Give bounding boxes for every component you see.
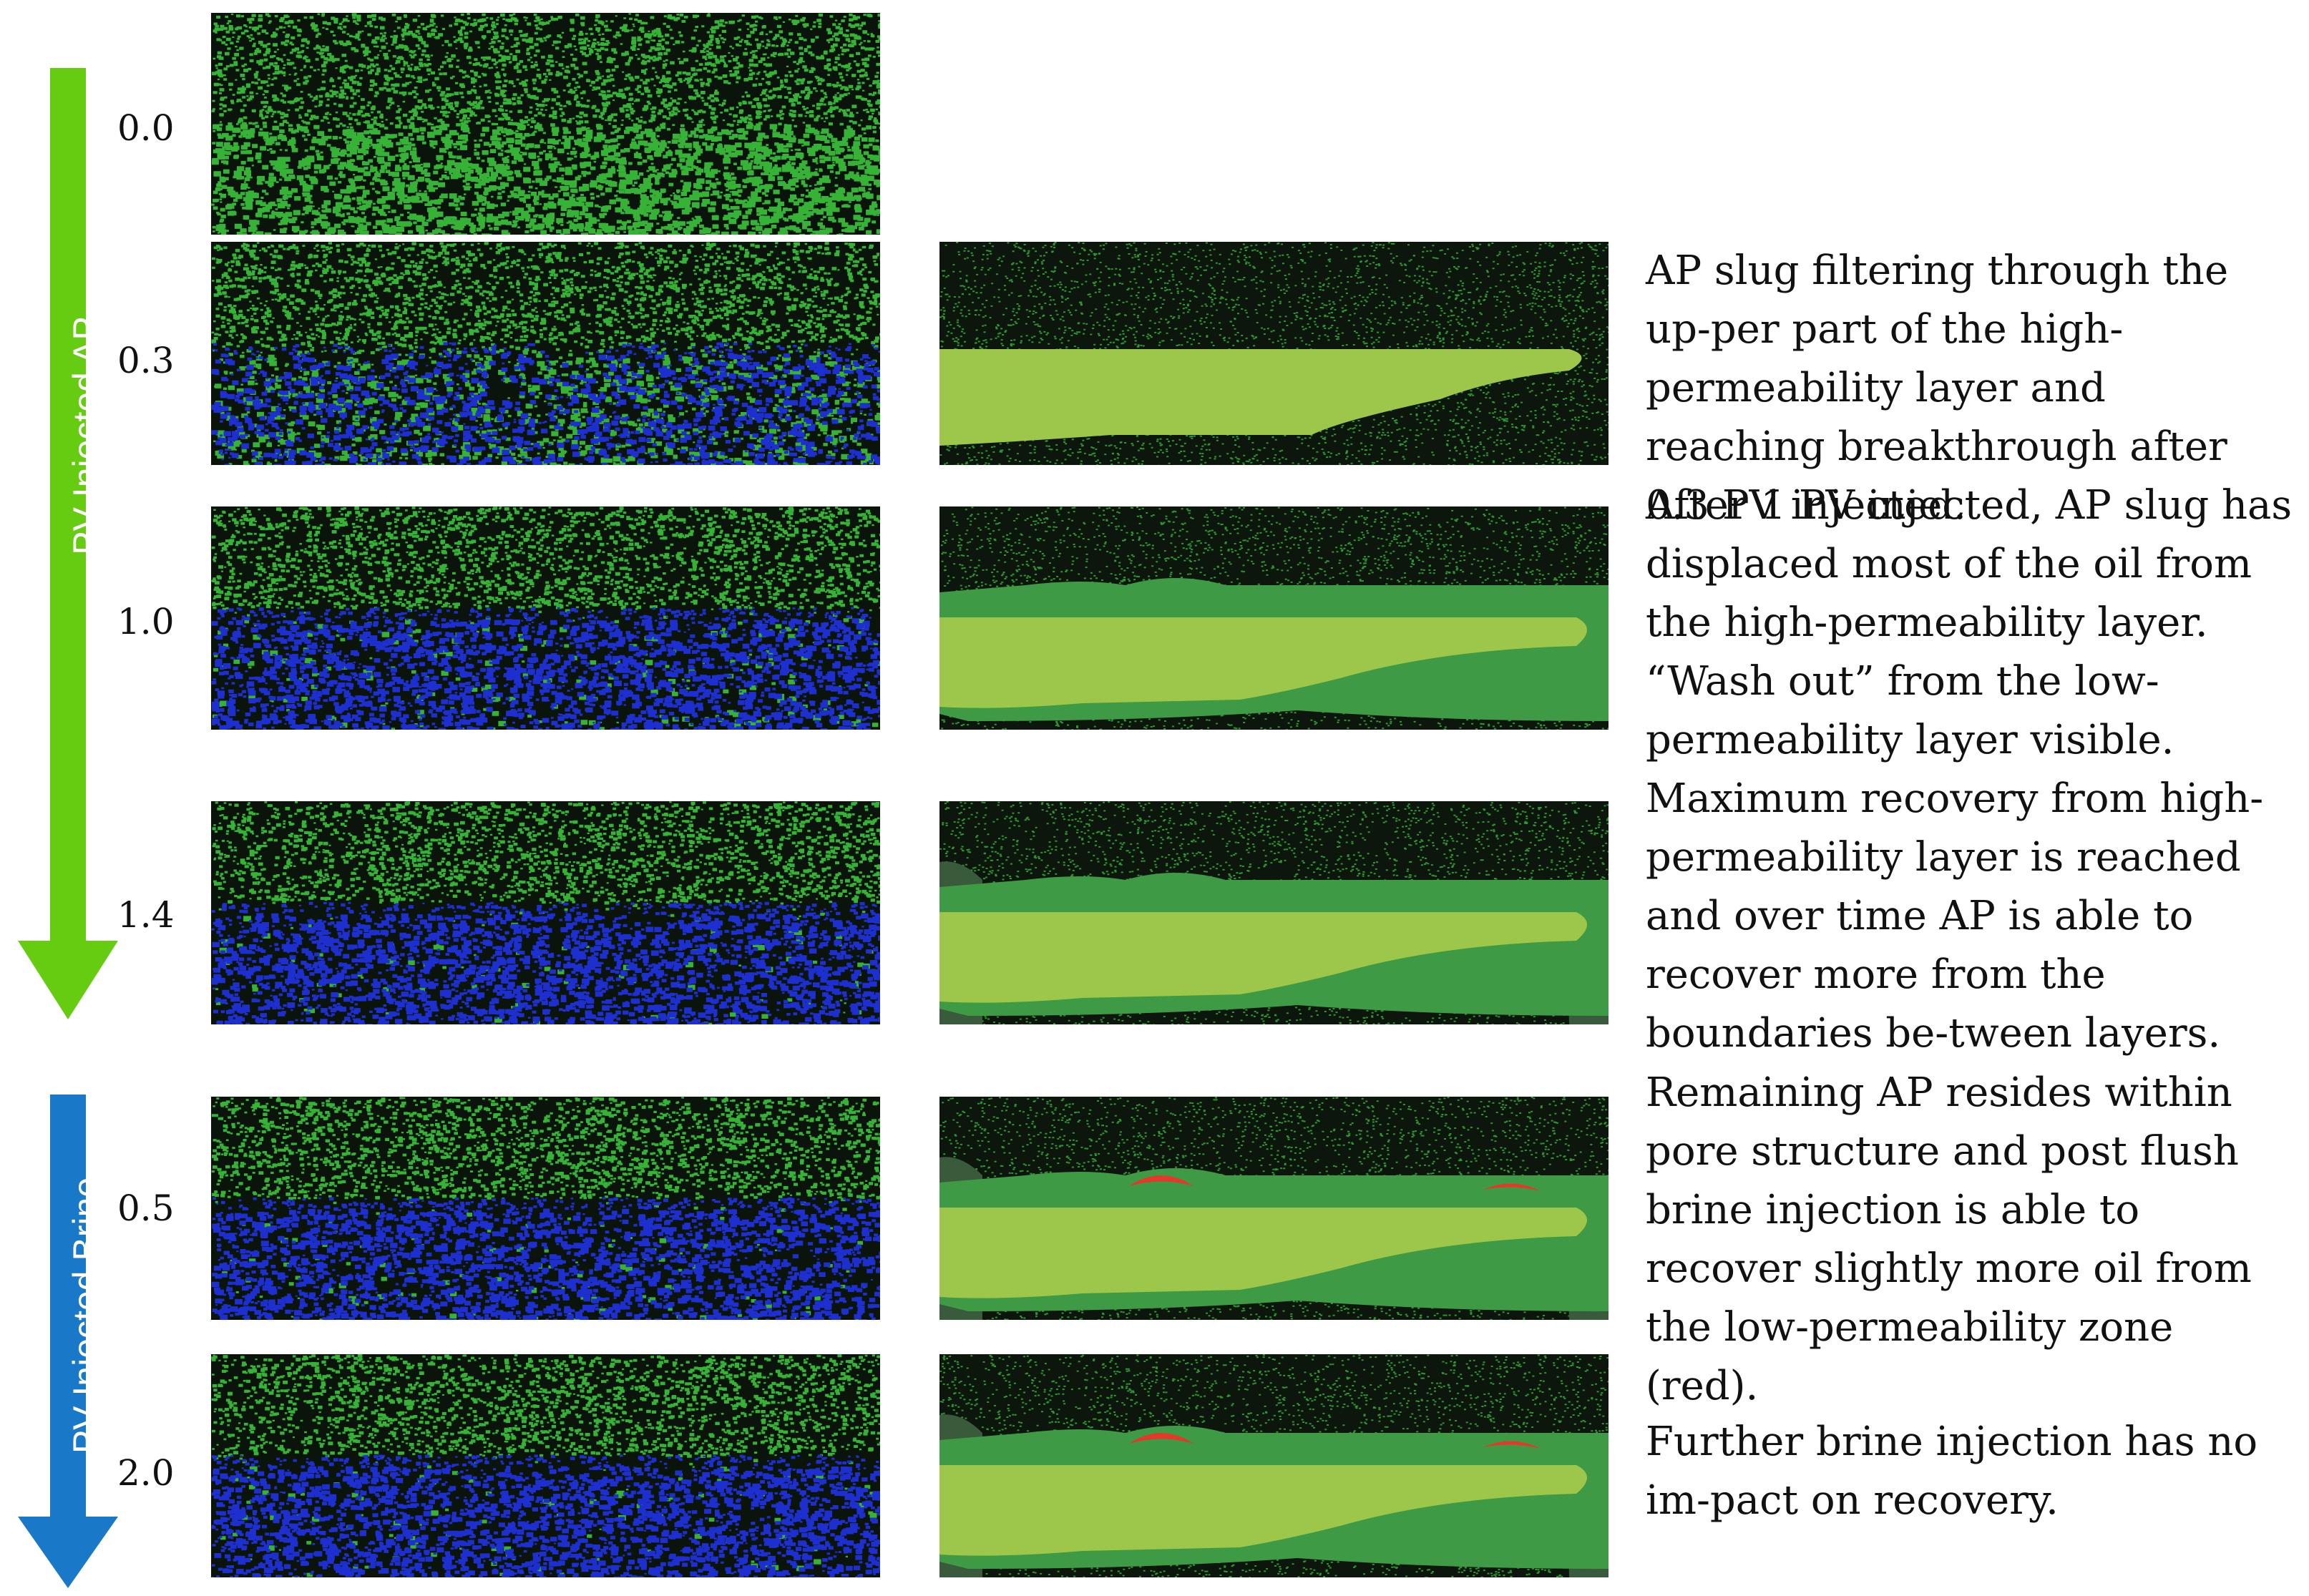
brine-arrow-label: PV Injected Brine [65,1165,107,1466]
description-3: Maximum recovery from high-permeability … [1646,770,2297,1063]
pv-label-2: 1.0 [117,601,175,642]
pv-label-3: 1.4 [117,894,175,936]
micromodel-image-3 [211,801,880,1024]
micromodel-image-5 [211,1354,880,1577]
description-2: After 1 PV injected, AP slug has displac… [1646,476,2297,770]
schematic-image-1 [939,242,1609,465]
micromodel-image-0 [211,13,880,235]
micromodel-image-2 [211,506,880,730]
schematic-image-5 [939,1354,1609,1577]
micromodel-image-4 [211,1097,880,1320]
pv-label-0: 0.0 [117,107,175,149]
ap-arrow-label: PV Injected AP [65,285,107,586]
schematic-image-2 [939,506,1609,730]
pv-label-5: 2.0 [117,1452,175,1494]
pv-label-1: 0.3 [117,340,175,381]
pv-label-4: 0.5 [117,1188,175,1229]
description-5: Further brine injection has no im-pact o… [1646,1413,2297,1530]
micromodel-image-1 [211,242,880,465]
schematic-image-4 [939,1097,1609,1320]
description-4: Remaining AP resides within pore structu… [1646,1064,2297,1416]
schematic-image-3 [939,801,1609,1024]
